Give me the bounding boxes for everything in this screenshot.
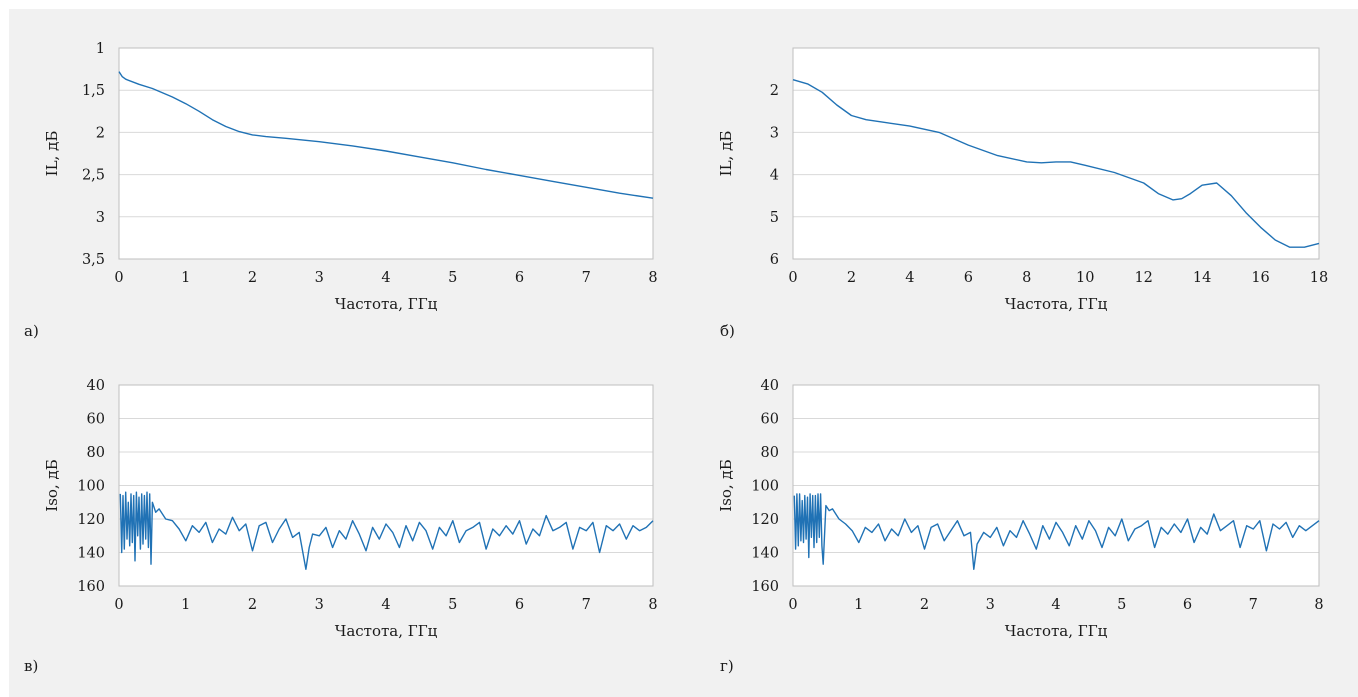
x-tick-label: 7 [1249, 597, 1258, 613]
x-tick-label: 6 [515, 270, 524, 286]
x-tick-label: 2 [847, 270, 856, 286]
y-tick-label: 100 [751, 479, 779, 495]
y-tick-label: 60 [87, 412, 105, 428]
figure-background: 1 1,5 2 2,5 3 3,5 0 1 2 3 4 5 6 7 8 Частота, ГГц IL, дБ а… [9, 9, 1358, 697]
y-tick-label: 4 [770, 168, 779, 184]
x-tick-label: 1 [181, 597, 190, 613]
y-tick-label: 60 [761, 412, 779, 428]
plot-frame [118, 384, 654, 587]
y-axis-title: IL, дБ [717, 131, 735, 177]
y-tick-label: 40 [761, 378, 779, 394]
x-tick-label: 6 [515, 597, 524, 613]
x-tick-label: 7 [582, 270, 591, 286]
y-tick-label: 2,5 [82, 168, 105, 184]
x-tick-label: 12 [1134, 270, 1152, 286]
x-tick-label: 7 [582, 597, 591, 613]
plot-area [793, 48, 1319, 259]
x-axis-title: Частота, ГГц [335, 295, 438, 313]
x-tick-label: 3 [315, 597, 324, 613]
y-tick-label: 160 [77, 579, 105, 595]
chart-panel-1: 1 1,5 2 2,5 3 3,5 0 1 2 3 4 5 6 7 8 Частота, ГГц IL, дБ а… [24, 41, 658, 340]
y-tick-label: 3,5 [82, 252, 105, 268]
x-tick-label: 4 [381, 270, 390, 286]
y-tick-label: 100 [77, 479, 105, 495]
x-axis-title: Частота, ГГц [335, 622, 438, 640]
x-tick-label: 14 [1193, 270, 1211, 286]
x-tick-label: 0 [788, 597, 797, 613]
x-tick-label: 6 [1183, 597, 1192, 613]
x-tick-label: 8 [648, 597, 657, 613]
plot-area [119, 48, 653, 259]
plot-frame [792, 384, 1320, 587]
series-line [792, 79, 1320, 248]
y-tick-label: 140 [77, 546, 105, 562]
series-line [118, 71, 654, 199]
x-tick-label: 2 [920, 597, 929, 613]
x-tick-label: 8 [648, 270, 657, 286]
y-tick-label: 160 [751, 579, 779, 595]
x-tick-label: 8 [1022, 270, 1031, 286]
x-tick-label: 2 [248, 597, 257, 613]
panel-label: б) [720, 322, 735, 340]
x-tick-label: 5 [448, 597, 457, 613]
y-tick-label: 6 [770, 252, 779, 268]
y-axis-title: Iso, дБ [717, 459, 735, 511]
x-tick-label: 10 [1076, 270, 1094, 286]
x-tick-label: 2 [248, 270, 257, 286]
y-tick-label: 1,5 [82, 83, 105, 99]
chart-panel-4: 40 60 80 100 120 140 160 0 1 2 3 4 5 6 7 8 Частота, ГГц I… [717, 378, 1324, 675]
chart-panel-3: 40 60 80 100 120 140 160 0 1 2 3 4 5 6 7 8 Частота, ГГц I… [24, 378, 658, 675]
y-axis-title: IL, дБ [43, 131, 61, 177]
x-tick-label: 5 [448, 270, 457, 286]
y-tick-label: 140 [751, 546, 779, 562]
x-tick-label: 0 [114, 597, 123, 613]
panel-label: а) [24, 322, 39, 340]
y-tick-label: 2 [96, 125, 105, 141]
y-tick-label: 80 [761, 445, 779, 461]
x-tick-label: 0 [788, 270, 797, 286]
x-tick-label: 4 [1051, 597, 1060, 613]
x-tick-label: 1 [181, 270, 190, 286]
y-axis-title: Iso, дБ [43, 459, 61, 511]
x-tick-label: 8 [1314, 597, 1323, 613]
y-tick-label: 3 [770, 125, 779, 141]
panel-label: г) [720, 657, 734, 675]
panel-label: в) [24, 657, 38, 675]
x-axis-title: Частота, ГГц [1005, 295, 1108, 313]
y-tick-label: 120 [77, 512, 105, 528]
x-tick-label: 16 [1251, 270, 1269, 286]
x-tick-label: 3 [315, 270, 324, 286]
x-tick-label: 3 [986, 597, 995, 613]
y-tick-label: 2 [770, 83, 779, 99]
x-tick-label: 5 [1117, 597, 1126, 613]
x-tick-label: 18 [1310, 270, 1328, 286]
x-tick-label: 4 [905, 270, 914, 286]
series-line [793, 493, 1320, 570]
y-tick-label: 40 [87, 378, 105, 394]
y-tick-label: 3 [96, 210, 105, 226]
plot-frame [118, 47, 654, 260]
x-tick-label: 1 [854, 597, 863, 613]
y-tick-label: 1 [96, 41, 105, 57]
x-axis-title: Частота, ГГц [1005, 622, 1108, 640]
y-tick-label: 5 [770, 210, 779, 226]
series-line [119, 491, 654, 570]
x-tick-label: 0 [114, 270, 123, 286]
x-tick-label: 6 [964, 270, 973, 286]
x-tick-label: 4 [381, 597, 390, 613]
y-tick-label: 120 [751, 512, 779, 528]
y-tick-label: 80 [87, 445, 105, 461]
plot-frame [792, 47, 1320, 260]
